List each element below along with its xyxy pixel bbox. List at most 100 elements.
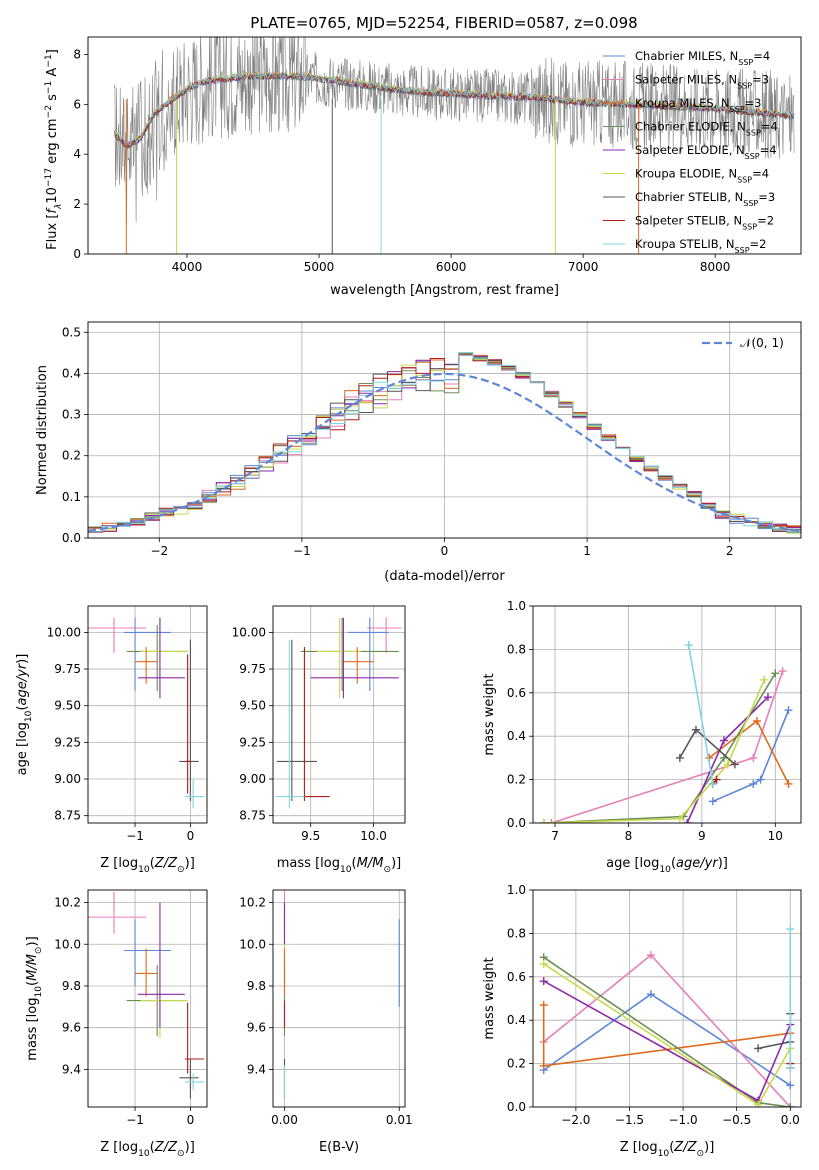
x-tick-label: 8000: [700, 260, 731, 274]
legend-subscript: SSP: [737, 175, 752, 184]
spectrum-panel: 4000 5000 6000 7000 8000 0 2 4 6 8 wavelength [Ang…: [44, 36, 802, 298]
panel-y-axis-label-part: M/M: [25, 954, 40, 981]
panel-x-axis-label-part: (: [352, 856, 357, 871]
axes-frame: [272, 889, 406, 1108]
legend-subscript: SSP: [735, 246, 750, 255]
model-spectrum-line: [114, 70, 794, 148]
x-tick-label: 1: [583, 544, 591, 558]
panel-x-axis-label-part: ⊙: [177, 865, 185, 875]
panel-x-axis-label: Z [log10(Z/Z⊙)]: [620, 1140, 715, 1159]
y-tick-label: 6: [73, 97, 81, 111]
x-tick-label: 0.00: [271, 1113, 298, 1127]
legend-subscript: SSP: [745, 152, 760, 161]
legend-text: Kroupa ELODIE, N: [635, 167, 737, 181]
weight-point-marker: [708, 797, 717, 806]
weight-point-marker: [708, 779, 717, 788]
axes-frame: [87, 605, 208, 824]
weight-point-marker: [754, 1044, 763, 1053]
legend-count: =4: [760, 143, 777, 157]
panel-y-axis-label-part: mass [log: [25, 998, 40, 1061]
weight-point-marker: [539, 959, 548, 968]
panel-x-axis-label-part: Z [log: [100, 1140, 138, 1155]
plot-area: [88, 892, 205, 1099]
legend-subscript: SSP: [730, 105, 745, 114]
panel-y-axis-label-part: )]: [25, 936, 40, 946]
y-tick-label: 0.4: [507, 1013, 526, 1027]
spectrum-y-axis-label-part: −17: [44, 168, 54, 187]
x-tick-label: 0: [441, 544, 449, 558]
panel-x-axis-label-part: Z/Z: [673, 1140, 697, 1155]
y-tick-label: 10.2: [54, 896, 81, 910]
y-tick-label: 9.6: [247, 1021, 266, 1035]
y-tick-label: 8: [73, 47, 81, 61]
panel-x-axis-label-part: Z/Z: [154, 1140, 178, 1155]
x-tick-label: −0.5: [722, 1113, 751, 1127]
panel-x-axis-label-part: 10: [138, 1149, 150, 1159]
weight-point-marker: [683, 819, 692, 823]
y-tick-label: 0.6: [507, 686, 526, 700]
x-tick-label: 4000: [172, 260, 203, 274]
axes-frame: [87, 36, 802, 255]
y-tick-label: 9.8: [247, 979, 266, 993]
y-tick-label: 0.8: [507, 926, 526, 940]
x-tick-label: 0.01: [386, 1113, 413, 1127]
x-tick-label: 2: [726, 544, 734, 558]
weight-point-marker: [756, 775, 765, 784]
histogram-legend-label: 𝒩(0, 1): [740, 336, 784, 350]
legend-entry-label: Chabrier MILES, NSSP=4: [635, 49, 770, 67]
spectrum-y-axis-label-part: Flux [: [45, 214, 60, 250]
legend-entry-label: Chabrier STELIB, NSSP=3: [635, 190, 775, 208]
legend-subscript: SSP: [738, 58, 753, 67]
panel-x-axis-label: Z [log10(Z/Z⊙)]: [100, 1140, 195, 1159]
weight-point-marker: [784, 779, 793, 788]
x-tick-label: −2: [150, 544, 168, 558]
weight-point-marker: [786, 925, 795, 934]
weight-vs-metallicity-panel: −2.0 −1.5 −1.0 −0.5 0.0 0.0 0.2 0.4 0.6 0.8 1.0 Z […: [482, 883, 802, 1159]
spectrum-y-axis-label-part: −1: [44, 81, 54, 94]
panel-x-axis-label-part: Z/Z: [154, 856, 178, 871]
y-tick-label: 9.6: [62, 1021, 81, 1035]
weight-point-marker: [786, 1103, 795, 1107]
x-tick-label: −2.0: [561, 1113, 590, 1127]
panel-x-axis-label-part: 10: [658, 1149, 670, 1159]
legend-subscript: SSP: [737, 81, 752, 90]
y-tick-label: 10.0: [54, 937, 81, 951]
legend-count: =4: [753, 49, 770, 63]
weight-point-marker: [749, 779, 758, 788]
weight-point-marker: [752, 717, 761, 726]
y-tick-label: 10.00: [47, 625, 81, 639]
weight-point-marker: [684, 641, 693, 650]
x-tick-label: 10: [768, 829, 783, 843]
legend-count: =3: [752, 73, 769, 87]
y-tick-label: 0.4: [62, 366, 81, 380]
spectrum-y-axis-label-part: −2: [44, 105, 54, 118]
y-tick-label: 9.50: [54, 699, 81, 713]
x-tick-label: −1: [126, 1113, 144, 1127]
spectrum-y-axis-label-part: ]: [45, 49, 60, 54]
weight-point-marker: [646, 951, 655, 960]
y-tick-label: 1.0: [507, 599, 526, 613]
panel-y-axis-label-part: age/yr: [15, 662, 30, 705]
axes-frame: [532, 889, 802, 1108]
x-tick-label: 0: [187, 1113, 195, 1127]
y-tick-label: 0.4: [507, 729, 526, 743]
y-tick-label: 0.1: [62, 490, 81, 504]
weight-point-marker: [692, 725, 701, 734]
weight-point-marker: [719, 736, 728, 745]
legend-entry-label: Salpeter MILES, NSSP=3: [635, 73, 769, 91]
y-tick-label: 9.25: [239, 735, 266, 749]
panel-x-axis-label-part: (: [150, 1140, 155, 1155]
y-tick-label: 9.8: [62, 979, 81, 993]
legend-subscript: SSP: [746, 128, 761, 137]
panel-y-axis-label-part: 10: [24, 710, 34, 722]
y-tick-label: 0.5: [62, 325, 81, 339]
legend-text: Chabrier MILES, N: [635, 49, 738, 63]
legend-text: Kroupa MILES, N: [635, 96, 730, 110]
legend-count: =3: [745, 96, 762, 110]
legend-entry-label: Salpeter STELIB, NSSP=2: [635, 214, 774, 232]
weight-point-marker: [749, 753, 758, 762]
weight-point-marker: [778, 667, 787, 676]
panel-x-axis-label-part: age [log: [606, 856, 659, 871]
